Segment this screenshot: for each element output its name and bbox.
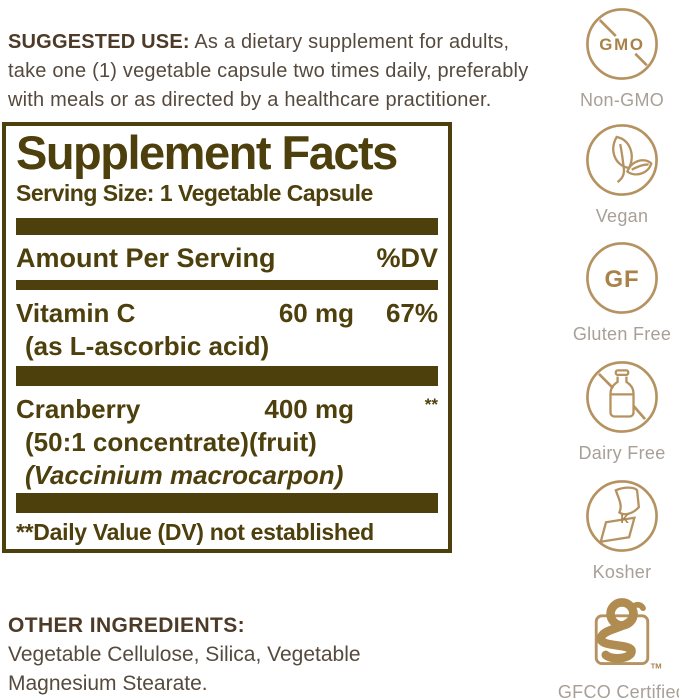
badge-gluten-free: GF Gluten Free [556, 239, 679, 345]
svg-text:K: K [620, 514, 629, 526]
facts-title: Supplement Facts [16, 126, 398, 179]
nutrient-amount: 400 mg [264, 394, 354, 424]
badge-label: Vegan [595, 206, 649, 226]
badge-label: Kosher [592, 562, 652, 582]
nutrient-amount: 60 mg [278, 298, 354, 328]
badge-gfco: TM GFCO Certified [556, 591, 679, 698]
divider-thick [16, 493, 438, 513]
badge-label: Non-GMO [579, 90, 665, 110]
serving-size: Serving Size: 1 Vegetable Capsule [16, 180, 373, 206]
percent-dv-header: %DV [376, 243, 438, 273]
suggested-use-paragraph: SUGGESTED USE: As a dietary supplement f… [8, 28, 568, 115]
suggested-use-label: SUGGESTED USE: [8, 31, 190, 53]
badge-vegan: Vegan [556, 121, 679, 227]
nutrient-row-cranberry: Cranberry 400 mg ** [16, 393, 438, 426]
badge-non-gmo: GMO Non-GMO [556, 5, 679, 111]
badge-label: Dairy Free [578, 443, 666, 463]
suggested-use-line-3: with meals or as directed by a healthcar… [8, 89, 492, 111]
nutrient-name: Cranberry [16, 394, 141, 424]
non-gmo-icon: GMO [586, 8, 658, 80]
svg-text:TM: TM [651, 661, 662, 670]
nutrient-botanical-name: (Vaccinium macrocarpon) [25, 460, 344, 490]
nutrient-dv: 67% [385, 298, 438, 328]
badge-label: GFCO Certified [557, 682, 679, 698]
svg-text:GMO: GMO [599, 35, 645, 54]
divider-medium [16, 280, 438, 290]
amount-per-serving-header: Amount Per Serving [16, 243, 276, 273]
suggested-use-line-1: As a dietary supplement for adults, [194, 31, 510, 53]
badge-kosher: K Kosher [556, 477, 679, 583]
nutrient-dv: ** [424, 395, 438, 414]
svg-text:GF: GF [605, 266, 640, 293]
suggested-use-line-2: take one (1) vegetable capsule two times… [8, 60, 529, 82]
supplement-facts-panel: Supplement Facts Serving Size: 1 Vegetab… [2, 122, 452, 553]
facts-header-row: Amount Per Serving %DV [16, 242, 438, 275]
divider-thick [16, 366, 438, 386]
divider-thick [16, 218, 438, 235]
nutrient-row-vitamin-c: Vitamin C 60 mg 67% [16, 297, 438, 330]
badge-label: Gluten Free [572, 324, 672, 344]
nutrient-subtext: (50:1 concentrate)(fruit) [25, 427, 317, 457]
other-ingredients-label: OTHER INGREDIENTS: [8, 614, 246, 637]
gfco-logo-icon: TM [594, 598, 662, 670]
vegan-leaf-icon [586, 124, 658, 196]
dairy-free-milk-bottle-icon [586, 361, 658, 433]
kosher-kof-k-icon: K [586, 480, 658, 552]
gluten-free-icon: GF [586, 242, 658, 314]
nutrient-subtext: (as L-ascorbic acid) [25, 331, 270, 361]
other-ingredients-paragraph: OTHER INGREDIENTS: Vegetable Cellulose, … [8, 611, 438, 698]
other-ingredients-line-1: Vegetable Cellulose, Silica, Vegetable [8, 643, 361, 666]
dv-footnote: **Daily Value (DV) not established [16, 519, 374, 545]
badge-dairy-free: Dairy Free [556, 358, 679, 464]
nutrient-name: Vitamin C [16, 298, 136, 328]
other-ingredients-line-2: Magnesium Stearate. [8, 672, 208, 695]
